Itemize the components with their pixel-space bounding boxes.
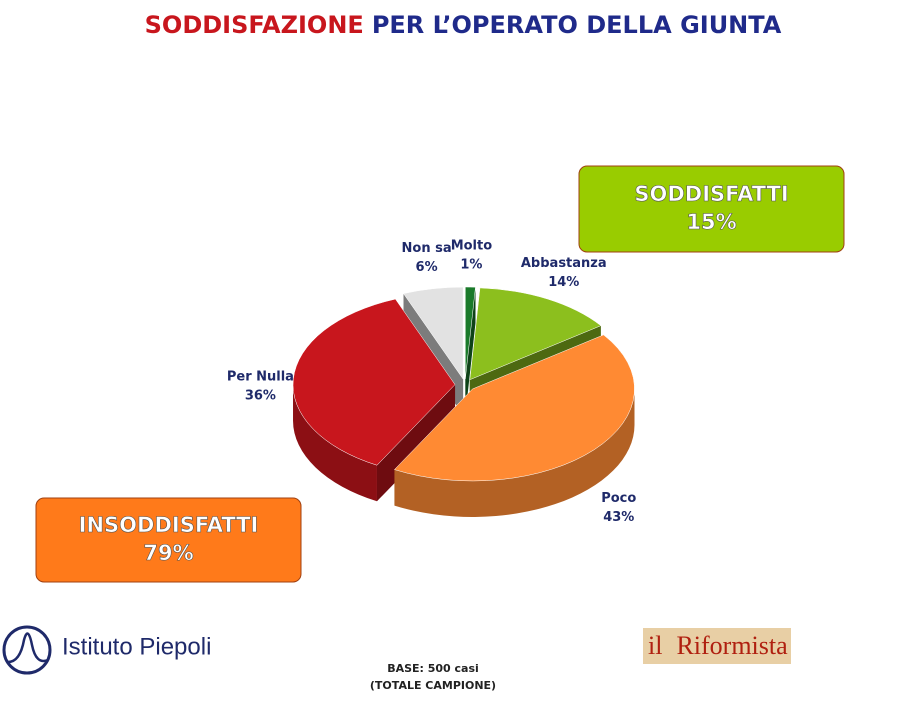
title-part: SODDISFAZIONE (145, 11, 364, 39)
logo-mark (2, 625, 52, 675)
pie: Molto 1% Abbastanza 14% Poco 43% Per Nulla 36% N… (227, 239, 637, 526)
logo-piepoli: Istituto Piepoli (2, 625, 211, 675)
chart-title: SODDISFAZIONE PER L’OPERATO DELLA GIUNTA (145, 11, 782, 39)
annotations: SODDISFATTI 15% INSODDISFATTI 79% (35, 165, 845, 583)
slice-side (394, 388, 635, 517)
logo-part: Riformista (676, 631, 788, 660)
slice (469, 287, 602, 381)
slice (292, 298, 456, 466)
slice-value: 6% (416, 260, 438, 275)
title-part: PER L’OPERATO DELLA GIUNTA (372, 11, 782, 39)
slice (465, 286, 476, 380)
annotation-label: INSODDISFATTI (79, 513, 259, 537)
logo-text: Istituto Piepoli (62, 633, 211, 660)
logo-bg (643, 628, 791, 664)
slice-label: Per Nulla (227, 370, 294, 385)
slice (403, 286, 464, 380)
slice-value: 43% (603, 510, 634, 525)
slice-label: Abbastanza (521, 256, 607, 271)
logo-riformista: il Riformista (643, 628, 791, 664)
slice-label: Molto (451, 239, 493, 254)
slice-side (293, 384, 377, 502)
slice-value: 36% (245, 389, 276, 404)
slice-cut (465, 287, 476, 416)
slice-label: Poco (601, 491, 636, 506)
slice-value: 1% (460, 258, 482, 273)
logo-part: il (648, 631, 662, 660)
logo-mark (7, 632, 49, 664)
footer: BASE: 500 casi (387, 662, 479, 675)
slice (393, 334, 635, 482)
slice-label: Non sa (402, 241, 452, 256)
annotation-value: 79% (143, 541, 193, 565)
footer: (TOTALE CAMPIONE) (370, 679, 496, 692)
annotation-label: SODDISFATTI (634, 182, 788, 206)
logo-text: il Riformista (648, 631, 788, 660)
slice-value: 14% (548, 275, 579, 290)
annotation-box (35, 497, 302, 583)
annotation-value: 15% (686, 210, 736, 234)
annotation-box (578, 165, 845, 253)
